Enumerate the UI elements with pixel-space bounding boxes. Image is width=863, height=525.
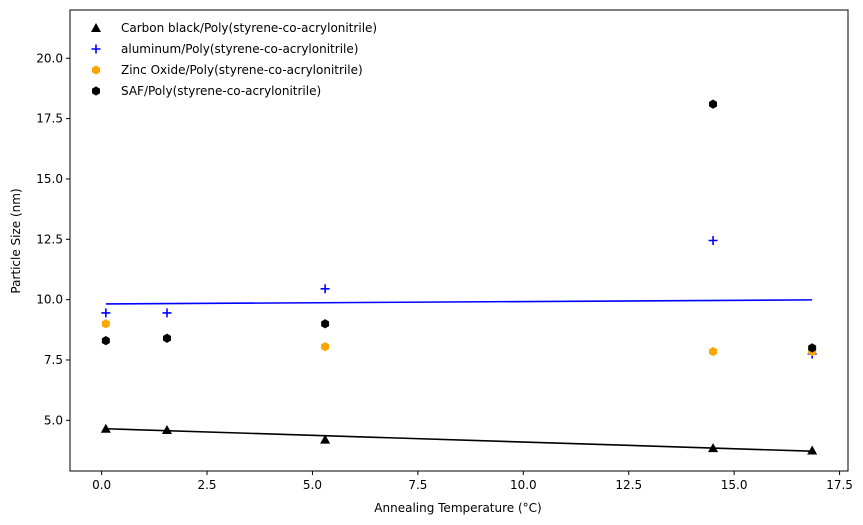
x-tick-label-5: 12.5 [615,478,642,492]
data-point-series-2-0 [101,319,110,329]
axes: 0.0 2.5 5.0 7.5 10.0 12.5 15.0 17.5 5.0 7.5 10.0 12… [36,9,853,492]
y-tick-label-3: 12.5 [36,232,63,246]
plot-area [100,99,818,455]
y-tick-label-2: 10.0 [36,293,63,307]
trendline-series-0 [105,427,813,453]
data-point-series-0-1 [161,424,172,434]
data-point-series-1-3 [708,236,718,245]
data-point-series-3-0 [101,336,110,346]
data-point-series-0-4 [807,445,818,455]
data-point-series-2-2 [321,342,330,352]
data-point-series-0-3 [708,443,719,453]
plot-frame [69,9,849,472]
x-tick-label-3: 7.5 [408,478,427,492]
legend-marker-3 [92,86,100,96]
legend-label-0: Carbon black/Poly(styrene-co-acrylonitri… [121,21,377,35]
x-axis-label: Annealing Temperature (°C) [374,501,541,515]
x-tick-label-0: 0.0 [92,478,111,492]
y-tick-label-6: 20.0 [36,51,63,65]
data-point-series-3-2 [321,319,330,329]
y-axis-label: Particle Size (nm) [9,188,23,293]
trendline-series-1 [105,299,813,305]
legend-marker-2 [92,65,100,75]
x-tick-label-4: 10.0 [510,478,537,492]
data-point-series-0-0 [100,423,111,433]
legend-label-3: SAF/Poly(styrene-co-acrylonitrile) [121,84,321,98]
y-tick-label-0: 5.0 [44,413,63,427]
x-tick-label-6: 15.0 [721,478,748,492]
data-point-series-1-1 [162,308,172,318]
legend: Carbon black/Poly(styrene-co-acrylonitri… [91,21,377,98]
legend-marker-0 [91,23,101,32]
x-tick-label-1: 2.5 [197,478,216,492]
data-point-series-1-0 [101,308,111,318]
data-point-series-3-4 [808,343,817,353]
data-point-series-2-3 [709,346,718,357]
legend-label-2: Zinc Oxide/Poly(styrene-co-acrylonitrile… [121,63,363,77]
y-tick-label-1: 7.5 [44,353,63,367]
data-point-series-1-2 [320,284,330,294]
legend-label-1: aluminum/Poly(styrene-co-acrylonitrile) [121,42,358,56]
x-tick-label-2: 5.0 [303,478,322,492]
y-tick-label-5: 17.5 [36,112,63,126]
y-tick-label-4: 15.0 [36,172,63,186]
data-point-series-0-2 [320,434,331,444]
legend-marker-1 [91,44,101,54]
data-point-series-3-1 [163,333,171,343]
data-point-series-3-3 [709,99,718,109]
x-tick-label-7: 17.5 [826,478,853,492]
